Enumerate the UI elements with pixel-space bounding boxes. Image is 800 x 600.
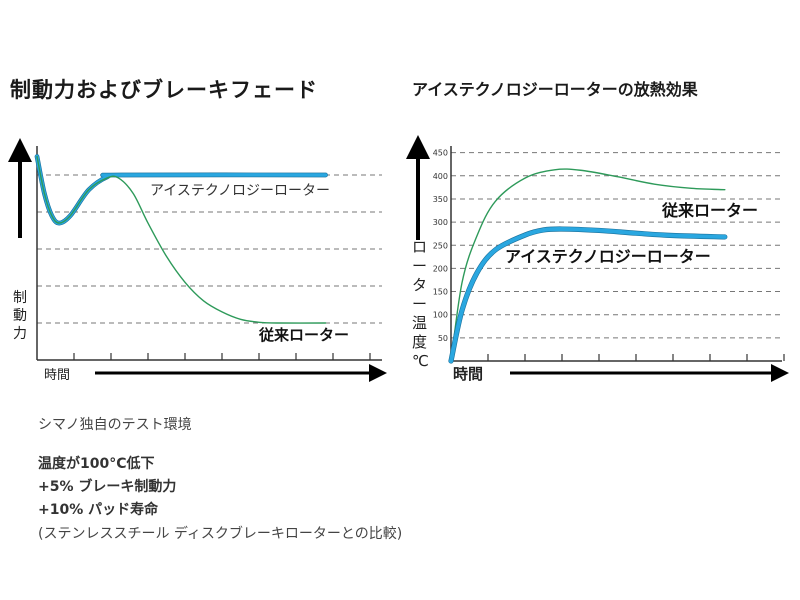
ice-tech-rotor-label: アイステクノロジーローター — [150, 183, 330, 199]
x-axis-label: 時間 — [453, 365, 483, 383]
y-tick-label: 100 — [433, 311, 448, 320]
series-line-1 — [449, 227, 727, 363]
conventional-rotor-label: 従来ローター — [258, 326, 349, 344]
benefit-pad-life: +10% パッド寿命 — [38, 502, 159, 518]
y-tick-label: 250 — [433, 241, 448, 250]
y-tick-label: 400 — [433, 172, 448, 181]
y-axis-label-char: ロ — [412, 238, 427, 256]
y-axis-label-char: ー — [412, 295, 427, 313]
y-tick-label: 450 — [433, 149, 448, 158]
series-line-0 — [450, 168, 726, 362]
comparison-note: (ステンレススチール ディスクブレーキローターとの比較) — [38, 526, 403, 542]
y-axis-label-char: 度 — [412, 333, 427, 351]
y-axis-label-char: タ — [412, 276, 427, 294]
ice-tech-rotor-label: アイステクノロジーローター — [505, 247, 711, 266]
series-line-1 — [36, 155, 327, 324]
y-axis-label-char: 温 — [412, 314, 427, 332]
right-chart-title: アイステクノロジーローターの放熱効果 — [412, 80, 698, 99]
y-axis-label-char: ー — [412, 257, 427, 275]
y-axis-label-char: ℃ — [412, 352, 429, 370]
benefit-temp: 温度が100°C低下 — [38, 456, 155, 472]
benefit-braking: +5% ブレーキ制動力 — [38, 479, 177, 495]
x-axis-label: 時間 — [44, 368, 70, 383]
y-axis-label-char: 制 — [13, 290, 27, 306]
y-tick-label: 300 — [433, 218, 448, 227]
right-chart: 50 100 150 200 250 300 350 400 450 時間 従来ローターアイステクノ… — [406, 135, 789, 383]
y-axis-label-char: 動 — [13, 308, 27, 324]
y-tick-label: 200 — [433, 264, 448, 273]
conventional-rotor-label: 従来ローター — [661, 201, 758, 220]
left-chart-title: 制動力およびブレーキフェード — [10, 78, 318, 102]
y-axis-label-char: 力 — [13, 326, 27, 342]
y-tick-label: 50 — [438, 334, 448, 343]
y-tick-label: 150 — [433, 288, 448, 297]
y-tick-label: 350 — [433, 195, 448, 204]
test-env-note: シマノ独自のテスト環境 — [38, 417, 192, 433]
